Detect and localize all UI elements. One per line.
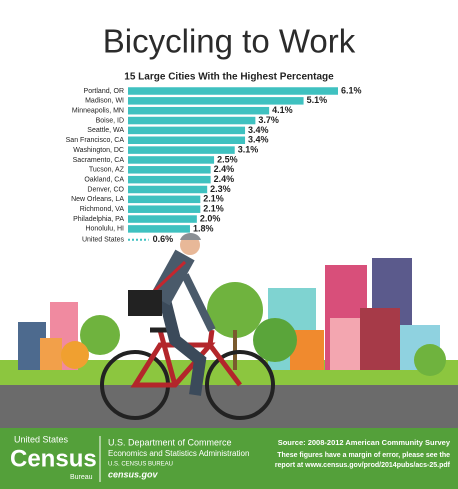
legs	[159, 298, 207, 396]
chart-subtitle: 15 Large Cities With the Highest Percent…	[124, 72, 334, 83]
dept: U.S. Department of Commerce	[108, 437, 232, 447]
bar	[128, 215, 197, 223]
bar	[128, 136, 246, 144]
category-label: Oakland, CA	[84, 176, 124, 183]
category-label: Tucson, AZ	[89, 167, 125, 174]
bar	[128, 166, 211, 174]
bar	[128, 87, 338, 95]
value-label: 2.3%	[210, 184, 231, 194]
tree	[253, 318, 297, 362]
tree	[207, 282, 263, 338]
value-label: 3.4%	[248, 135, 269, 145]
bar	[128, 116, 256, 125]
value-label: 2.5%	[217, 154, 238, 164]
wheel	[205, 350, 275, 420]
chart-title: Bicycling to Work	[103, 23, 356, 60]
category-label: Sacramento, CA	[73, 157, 125, 164]
category-label: Portland, OR	[84, 88, 124, 95]
category-label: Richmond, VA	[80, 206, 125, 213]
value-label: 2.1%	[203, 204, 224, 214]
value-label: 0.6%	[153, 234, 174, 244]
road	[0, 385, 458, 428]
bar	[128, 156, 215, 164]
footer-band	[0, 428, 458, 489]
bar	[128, 195, 201, 204]
site: census.gov	[108, 469, 159, 479]
helmet	[180, 232, 201, 240]
bag	[128, 290, 162, 316]
source: Source: 2008-2012 American Community Sur…	[278, 438, 451, 447]
value-label: 2.4%	[214, 174, 235, 184]
value-label: 5.1%	[307, 95, 328, 105]
tie	[148, 260, 187, 297]
value-label: 1.8%	[193, 223, 214, 233]
tree-trunk	[233, 330, 237, 370]
value-label: 3.1%	[238, 144, 259, 154]
category-label: Denver, CO	[87, 186, 124, 193]
torso	[150, 249, 195, 306]
agency-bottom: Bureau	[70, 474, 93, 481]
building	[40, 338, 62, 370]
note: report at www.census.gov/prod/2014pubs/a…	[275, 462, 451, 469]
admin: Economics and Statistics Administration	[108, 449, 249, 458]
value-label: 2.4%	[214, 164, 235, 174]
category-label: Seattle, WA	[87, 127, 124, 134]
bar	[128, 97, 304, 105]
building	[360, 308, 400, 370]
bar	[128, 175, 211, 184]
bar-chart: Portland, OR 6.1% Madison, WI 5.1% Minneapol…	[66, 85, 362, 244]
category-label: Boise, ID	[96, 117, 124, 124]
footer: United States Census Bureau U.S. Departm…	[0, 428, 458, 489]
bike-frame	[130, 329, 242, 388]
tree	[80, 315, 120, 355]
value-label: 4.1%	[272, 105, 293, 115]
category-label: Washington, DC	[73, 147, 124, 154]
tree	[414, 344, 446, 376]
value-label: 3.7%	[258, 115, 279, 125]
bar	[128, 106, 270, 115]
illustration	[0, 232, 458, 428]
value-label: 2.1%	[203, 194, 224, 204]
category-label: Honolulu, HI	[85, 226, 124, 233]
building	[330, 318, 360, 370]
bar	[128, 185, 208, 194]
bureau: U.S. CENSUS BUREAU	[108, 462, 173, 468]
category-label: San Francisco, CA	[66, 137, 125, 144]
note: These figures have a margin of error, pl…	[277, 452, 450, 459]
bar	[128, 146, 235, 154]
bar	[128, 126, 246, 135]
agency-top: United States	[14, 434, 69, 444]
value-label: 6.1%	[341, 85, 362, 95]
bar	[128, 205, 201, 213]
value-label: 2.0%	[200, 213, 221, 223]
cyclist	[100, 232, 275, 420]
category-label: United States	[82, 237, 125, 244]
value-label: 3.4%	[248, 125, 269, 135]
arm	[181, 273, 216, 332]
bar	[128, 225, 190, 233]
category-label: Minneapolis, MN	[72, 108, 124, 115]
category-label: New Orleans, LA	[71, 196, 124, 203]
agency-main: Census	[10, 445, 97, 472]
category-label: Philadelphia, PA	[73, 216, 124, 223]
category-label: Madison, WI	[85, 98, 124, 105]
tree	[61, 341, 89, 369]
